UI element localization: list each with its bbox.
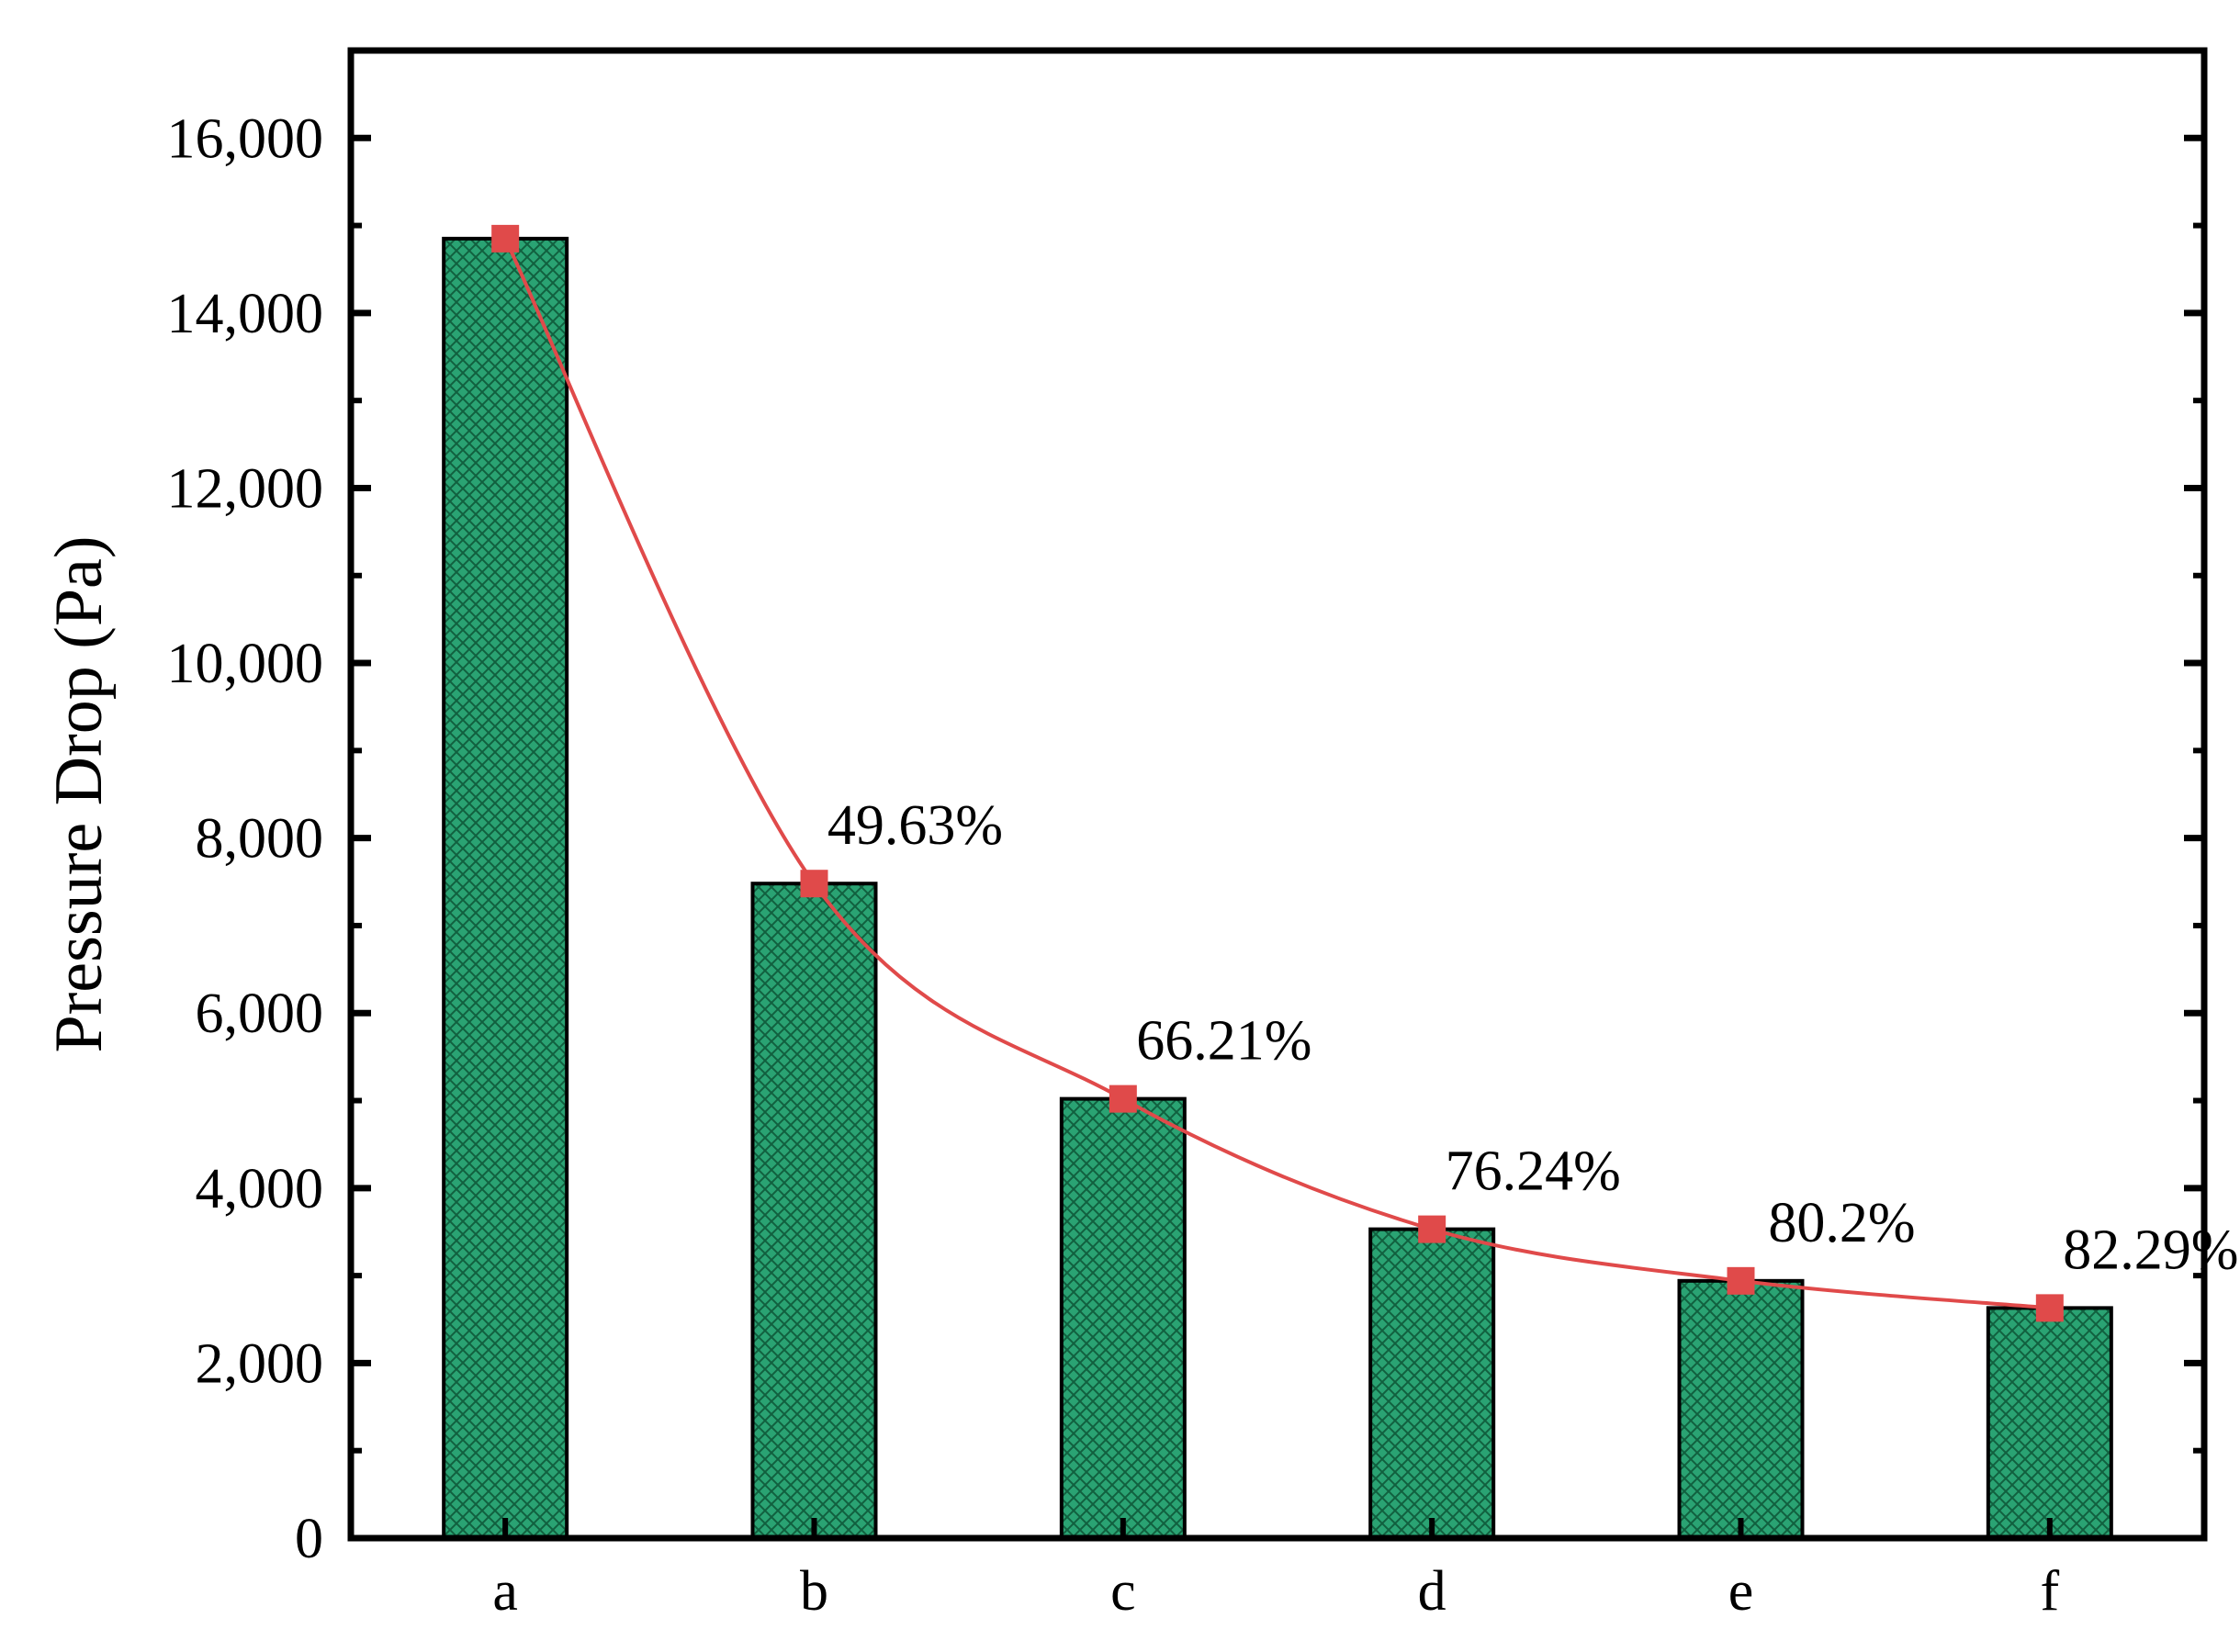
trend-line: [503, 238, 2051, 1310]
axis-ticks: [351, 134, 2204, 1542]
bar-e: [1677, 1278, 1805, 1541]
marker-f: [2035, 1294, 2064, 1322]
x-tick-label-e: e: [1728, 1560, 1754, 1623]
y-tick-label: 14,000: [167, 283, 324, 345]
data-labels: 49.63% 66.21% 76.24% 80.2% 82.29%: [827, 794, 2238, 1281]
y-tick-label: 4,000: [196, 1158, 324, 1220]
data-label-f: 82.29%: [2063, 1219, 2238, 1281]
bar-a: [442, 236, 569, 1541]
x-tick-labels: a b c d e f: [492, 1560, 2059, 1623]
marker-c: [1109, 1084, 1137, 1113]
y-tick-label: 6,000: [196, 983, 324, 1045]
y-tick-label: 16,000: [167, 107, 324, 170]
y-tick-labels: 0 2,000 4,000 6,000 8,000 10,000 12,000 14,000 1…: [167, 107, 324, 1570]
x-tick-label-a: a: [492, 1560, 518, 1623]
y-tick-label: 0: [295, 1508, 323, 1570]
bar-series: [442, 236, 2113, 1541]
x-tick-label-d: d: [1418, 1560, 1446, 1623]
bar-f: [1986, 1306, 2113, 1540]
marker-b: [800, 870, 828, 898]
marker-series: [491, 224, 2064, 1322]
bar-d: [1368, 1227, 1496, 1541]
bar-b: [750, 882, 878, 1540]
x-tick-label-f: f: [2041, 1560, 2060, 1623]
y-tick-label: 8,000: [196, 808, 324, 871]
y-axis-title: Pressure Drop (Pa): [41, 535, 117, 1052]
x-tick-label-b: b: [800, 1560, 828, 1623]
data-label-d: 76.24%: [1446, 1141, 1621, 1203]
plot-frame: [347, 47, 2208, 1542]
data-label-b: 49.63%: [827, 794, 1003, 857]
data-label-e: 80.2%: [1768, 1192, 1915, 1254]
y-tick-label: 2,000: [196, 1332, 324, 1395]
marker-d: [1418, 1215, 1446, 1243]
bar-c: [1059, 1096, 1187, 1540]
y-tick-label: 12,000: [167, 457, 324, 520]
x-tick-label-c: c: [1110, 1560, 1136, 1623]
y-tick-label: 10,000: [167, 633, 324, 695]
marker-a: [491, 224, 520, 253]
line-series: [503, 238, 2051, 1310]
data-label-c: 66.21%: [1136, 1010, 1311, 1073]
marker-e: [1727, 1266, 1755, 1295]
